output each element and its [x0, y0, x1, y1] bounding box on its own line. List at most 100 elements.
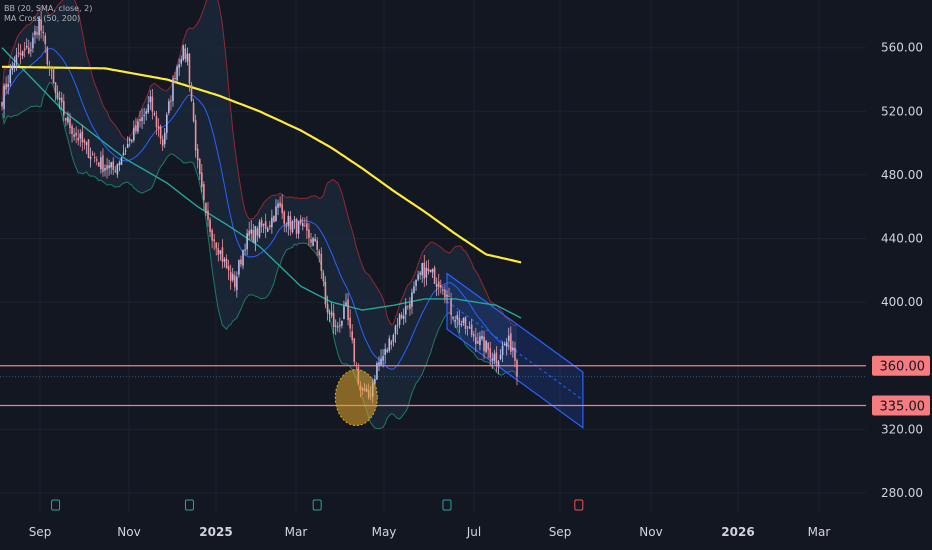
- candle-body: [409, 303, 411, 308]
- candle-body: [494, 354, 496, 361]
- candle-body: [279, 202, 281, 206]
- candle-body: [421, 263, 423, 275]
- candle-body: [310, 239, 312, 242]
- candle-body: [288, 216, 290, 226]
- candle-body: [139, 119, 141, 121]
- candle-body: [438, 282, 440, 287]
- candle-body: [18, 53, 20, 54]
- candle-body: [440, 285, 442, 288]
- candle-body: [491, 358, 493, 360]
- candle-body: [401, 315, 403, 318]
- price-tick-label: 280.00: [881, 486, 923, 500]
- candle-body: [143, 115, 145, 116]
- candle-body: [454, 320, 456, 321]
- candle-body: [150, 96, 152, 102]
- candle-body: [395, 326, 397, 334]
- candle-body: [325, 282, 327, 305]
- indicator-legend[interactable]: BB (20, SMA, close, 2) MA Cross (50, 200…: [4, 4, 92, 24]
- candle-body: [205, 203, 207, 213]
- candle-body: [131, 140, 133, 142]
- candle-body: [500, 355, 502, 359]
- candle-body: [53, 69, 55, 83]
- candle-body: [300, 219, 302, 223]
- candle-body: [9, 69, 11, 83]
- candle-body: [90, 156, 92, 159]
- candle-body: [250, 229, 252, 233]
- candle-body: [504, 344, 506, 345]
- candle-body: [82, 132, 84, 143]
- candle-body: [463, 318, 465, 323]
- candle-body: [69, 119, 71, 128]
- candle-body: [22, 51, 24, 56]
- level-tag-label: 335.00: [880, 399, 926, 414]
- candle-body: [49, 67, 51, 68]
- candle-body: [44, 35, 46, 44]
- candle-body: [201, 172, 203, 187]
- candle-body: [189, 54, 191, 84]
- candle-body: [133, 128, 135, 141]
- candle-body: [73, 135, 75, 137]
- legend-bb[interactable]: BB (20, SMA, close, 2): [4, 4, 92, 14]
- candle-body: [267, 228, 269, 231]
- candle-body: [174, 78, 176, 79]
- candle-body: [335, 326, 337, 327]
- candle-body: [102, 155, 104, 172]
- candle-body: [125, 151, 127, 152]
- price-tick-label: 520.00: [881, 104, 923, 118]
- candle-body: [222, 247, 224, 261]
- candle-body: [302, 223, 304, 226]
- candle-body: [172, 78, 174, 101]
- candle-body: [516, 360, 518, 377]
- candle-body: [88, 140, 90, 158]
- candle-body: [397, 325, 399, 326]
- candle-body: [415, 280, 417, 286]
- candle-body: [170, 101, 172, 102]
- candle-body: [92, 154, 94, 155]
- candle-body: [281, 204, 283, 213]
- candle-body: [345, 302, 347, 306]
- candle-body: [292, 222, 294, 232]
- candle-body: [244, 250, 246, 251]
- candle-body: [434, 268, 436, 284]
- candle-body: [261, 220, 263, 227]
- candle-body: [448, 296, 450, 297]
- candle-body: [333, 313, 335, 327]
- candle-body: [162, 139, 164, 146]
- candle-body: [234, 275, 236, 287]
- candle-body: [106, 165, 108, 169]
- candle-body: [469, 327, 471, 328]
- candle-body: [203, 184, 205, 200]
- support-ellipse: [335, 370, 377, 426]
- candle-body: [121, 157, 123, 164]
- candle-body: [444, 289, 446, 297]
- candle-body: [290, 216, 292, 229]
- legend-ma-cross[interactable]: MA Cross (50, 200): [4, 14, 92, 24]
- candle-body: [94, 157, 96, 158]
- price-tick-label: 480.00: [881, 168, 923, 182]
- candle-body: [166, 115, 168, 133]
- candle-body: [191, 85, 193, 101]
- candle-body: [71, 126, 73, 134]
- candle-body: [273, 216, 275, 222]
- candle-body: [489, 348, 491, 358]
- candle-body: [419, 273, 421, 275]
- candle-body: [321, 254, 323, 271]
- candle-body: [506, 342, 508, 347]
- candle-body: [218, 248, 220, 255]
- candle-body: [271, 218, 273, 227]
- candle-body: [259, 222, 261, 238]
- candle-body: [164, 133, 166, 144]
- candle-body: [28, 48, 30, 54]
- candle-body: [180, 59, 182, 63]
- candle-body: [195, 120, 197, 150]
- candle-body: [14, 63, 16, 66]
- candle-body: [36, 32, 38, 34]
- candle-body: [473, 334, 475, 336]
- candle-body: [329, 313, 331, 314]
- candle-body: [347, 299, 349, 320]
- candle-body: [215, 242, 217, 248]
- candle-body: [467, 326, 469, 327]
- candle-body: [26, 46, 28, 48]
- candle-body: [498, 361, 500, 366]
